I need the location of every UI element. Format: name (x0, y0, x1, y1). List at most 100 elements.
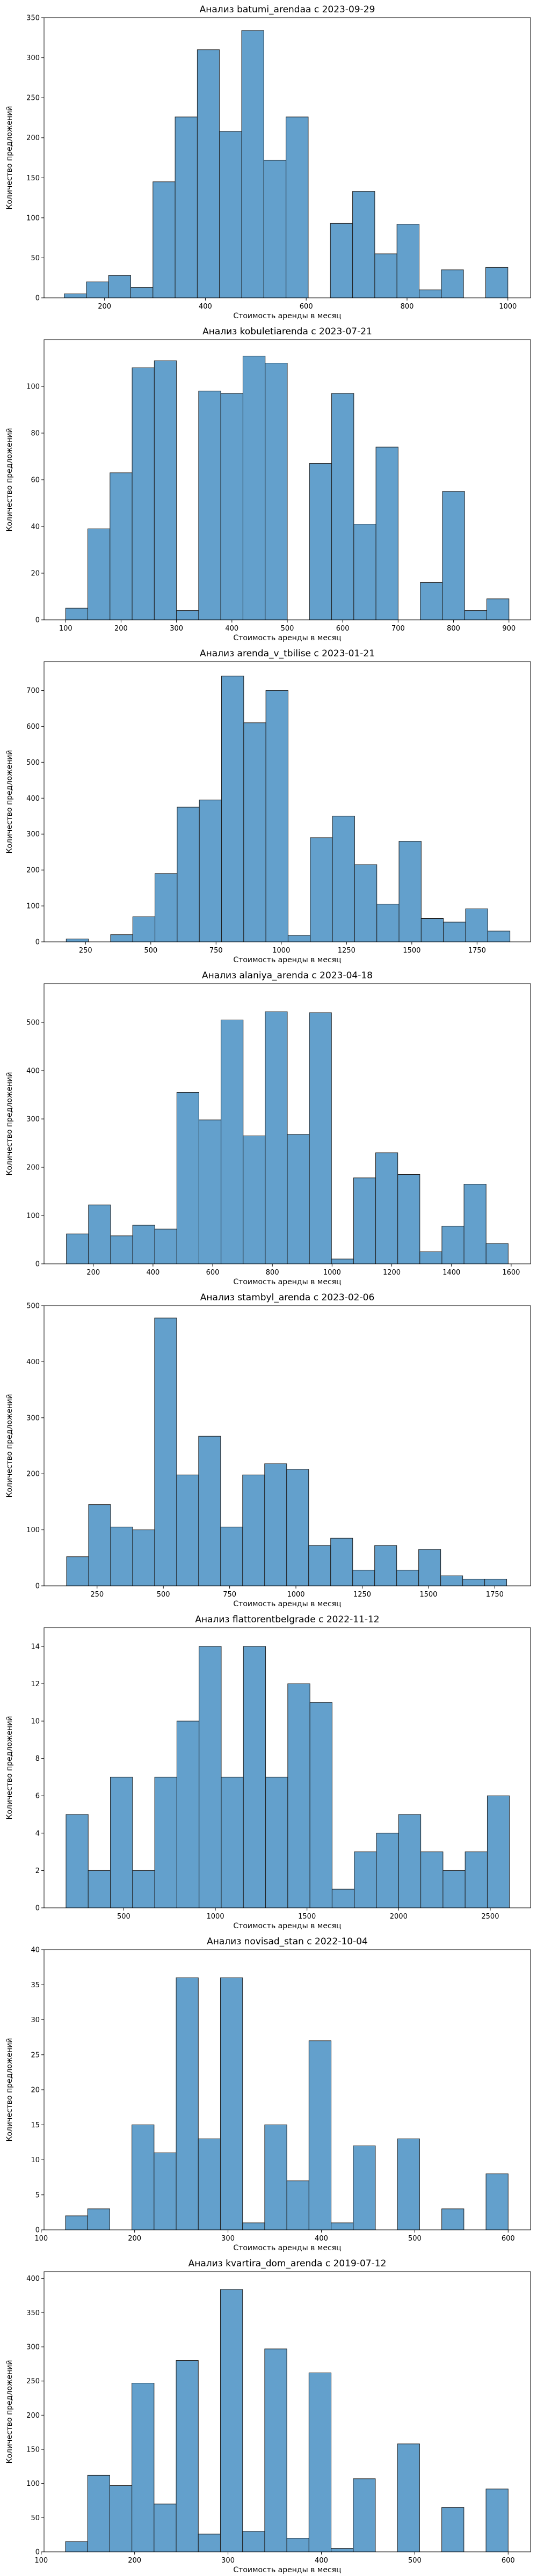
x-tick-label: 1000 (207, 1913, 224, 1921)
histogram-bar (65, 2541, 88, 2552)
y-tick-label: 300 (26, 831, 40, 839)
histogram-bar (264, 2124, 287, 2230)
histogram-bar (219, 131, 242, 298)
x-tick-label: 600 (502, 2557, 515, 2565)
x-axis-label: Стоимость аренды в месяц (233, 1278, 341, 1286)
histogram-bar (176, 1977, 199, 2230)
histogram-bar (154, 360, 177, 620)
histogram-bar (353, 2145, 376, 2230)
histogram-bar (287, 1683, 310, 1908)
y-tick-label: 40 (31, 523, 40, 531)
x-tick-label: 1750 (486, 1591, 504, 1599)
histogram-bar (486, 598, 510, 620)
plot-frame (43, 1305, 531, 1586)
x-tick-label: 600 (206, 1269, 220, 1277)
x-tick-label: 200 (128, 2235, 141, 2243)
histogram-bar (199, 800, 222, 942)
histogram-bar (353, 524, 376, 620)
histogram-bar (198, 391, 221, 620)
histogram-bar (154, 2504, 177, 2552)
histogram-bar (397, 2443, 420, 2552)
histogram-bar (441, 1226, 465, 1264)
x-tick-label: 800 (447, 625, 460, 633)
y-tick-label: 250 (26, 2377, 40, 2385)
x-axis-label: Стоимость аренды в месяц (233, 634, 341, 642)
x-tick-label: 750 (209, 947, 223, 955)
histogram-bar (88, 1870, 111, 1908)
y-tick-label: 50 (31, 254, 40, 262)
histogram-bar (464, 610, 487, 620)
y-tick-label: 30 (31, 2016, 40, 2024)
histogram-bar (132, 367, 155, 620)
histogram-bar (175, 116, 198, 298)
histogram-bar (110, 1235, 133, 1264)
chart-panel-4: Анализ alaniya_arenda с 2023-04-18 200 400… (5, 970, 531, 1286)
histogram-bar (199, 1646, 222, 1908)
histogram-bar (398, 841, 422, 942)
histogram-bar (331, 2548, 354, 2552)
y-tick-label: 400 (26, 795, 40, 803)
histogram-bar (263, 159, 287, 298)
plot-frame (43, 2271, 531, 2552)
histogram-bar (109, 2485, 133, 2552)
histogram-bar (374, 253, 397, 298)
histogram-bar (462, 1578, 485, 1586)
histogram-bar (376, 904, 400, 942)
histogram-bar (198, 2138, 221, 2230)
histogram-bar (442, 491, 465, 620)
histogram-bar (243, 722, 266, 942)
histogram-bar (265, 1776, 288, 1908)
x-tick-label: 400 (225, 625, 238, 633)
histogram-bar (110, 1776, 133, 1908)
x-tick-label: 750 (223, 1591, 236, 1599)
histogram-bar (374, 1545, 397, 1586)
x-tick-label: 2500 (481, 1913, 499, 1921)
histogram-bar (153, 181, 176, 298)
y-tick-label: 5 (35, 2191, 40, 2199)
y-axis-label: Количество предложений (5, 106, 14, 210)
histogram-bar (264, 2348, 287, 2552)
y-tick-label: 50 (31, 2514, 40, 2522)
y-tick-label: 500 (26, 1302, 40, 1311)
chart-panel-1: Анализ batumi_arendaa с 2023-09-29 200 400… (5, 4, 531, 320)
histogram-bar (64, 294, 87, 298)
y-tick-label: 10 (31, 1718, 40, 1726)
x-tick-label: 900 (502, 625, 516, 633)
y-tick-label: 200 (26, 1470, 40, 1479)
y-tick-label: 400 (26, 2275, 40, 2283)
y-tick-label: 80 (31, 430, 40, 438)
histogram-bar (132, 1870, 155, 1908)
histogram-bar (66, 1814, 89, 1908)
histogram-bar (443, 921, 466, 942)
y-tick-label: 6 (35, 1792, 40, 1801)
y-axis-label: Количество предложений (5, 1716, 14, 1820)
x-tick-label: 500 (144, 947, 157, 955)
y-tick-label: 0 (35, 295, 40, 303)
histogram-bar (65, 2215, 88, 2230)
plot-frame (43, 1627, 531, 1908)
histogram-bar (132, 1529, 155, 1586)
histogram-bar (485, 1243, 509, 1264)
x-tick-label: 800 (401, 303, 414, 311)
histogram-bar (87, 2475, 110, 2552)
chart-panel-8: Анализ kvartira_dom_arenda с 2019-07-12 1… (5, 2258, 531, 2574)
histogram-bar (154, 1318, 177, 1586)
x-tick-label: 1600 (502, 1269, 520, 1277)
histogram-bar (487, 1795, 510, 1908)
histogram-bar (130, 287, 154, 298)
histogram-bar (110, 1526, 133, 1586)
histogram-bar (354, 1851, 377, 1908)
x-tick-label: 700 (391, 625, 405, 633)
histogram-bar (397, 2138, 420, 2230)
chart-panel-5: Анализ stambyl_arenda с 2023-02-06 250 500… (5, 1292, 531, 1608)
histogram-bar (221, 1020, 244, 1264)
x-axis-label: Стоимость аренды в месяц (233, 2566, 341, 2574)
y-tick-label: 300 (26, 2344, 40, 2352)
y-tick-label: 200 (26, 134, 40, 142)
plot-frame (43, 983, 531, 1264)
y-tick-label: 600 (26, 723, 40, 731)
plot-frame (43, 661, 531, 942)
x-tick-label: 1500 (419, 1591, 437, 1599)
histogram-bar (465, 1851, 488, 1908)
